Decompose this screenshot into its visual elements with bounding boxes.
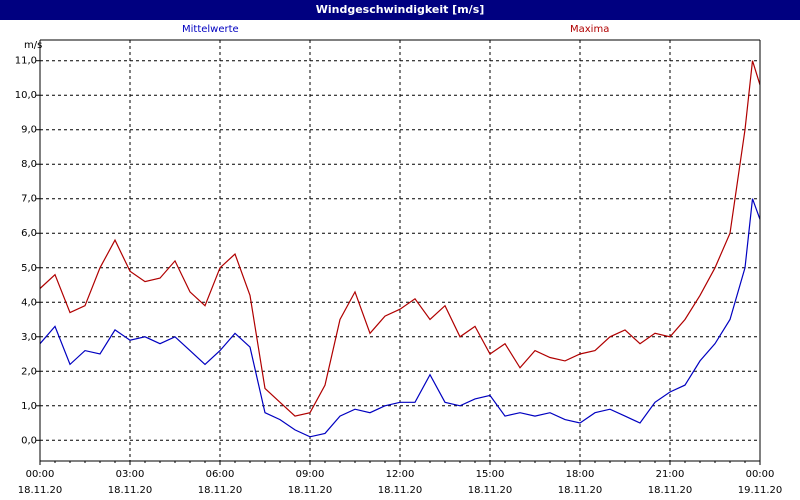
- x-tick-time: 03:00: [116, 469, 145, 480]
- y-tick-label: 2,0: [21, 366, 37, 377]
- y-tick-label: 11,0: [15, 56, 37, 67]
- x-tick-date: 18.11.20: [468, 485, 513, 496]
- y-tick-label: 8,0: [21, 159, 37, 170]
- series-line-maxima: [39, 60, 761, 417]
- x-tick-time: 00:00: [746, 469, 775, 480]
- x-tick-time: 00:00: [26, 469, 55, 480]
- y-tick-label: 4,0: [21, 297, 37, 308]
- x-tick-time: 21:00: [656, 469, 685, 480]
- y-tick-label: 0,0: [21, 435, 37, 446]
- x-tick-date: 18.11.20: [288, 485, 333, 496]
- x-tick-time: 09:00: [296, 469, 325, 480]
- y-tick-label: 10,0: [15, 90, 37, 101]
- x-tick-time: 15:00: [476, 469, 505, 480]
- y-tick-label: 3,0: [21, 332, 37, 343]
- x-tick-date: 19.11.20: [738, 485, 783, 496]
- legend-maxima: Maxima: [570, 24, 610, 35]
- y-tick-label: 7,0: [21, 194, 37, 205]
- x-tick-date: 18.11.20: [648, 485, 693, 496]
- legend-mittelwerte: Mittelwerte: [182, 24, 239, 35]
- x-tick-time: 06:00: [206, 469, 235, 480]
- x-tick-date: 18.11.20: [558, 485, 603, 496]
- y-tick-label: 1,0: [21, 401, 37, 412]
- y-axis-unit: m/s: [24, 40, 42, 51]
- chart-title: Windgeschwindigkeit [m/s]: [0, 0, 800, 20]
- x-tick-date: 18.11.20: [108, 485, 153, 496]
- x-tick-date: 18.11.20: [198, 485, 243, 496]
- x-tick-time: 18:00: [566, 469, 595, 480]
- x-tick-time: 12:00: [386, 469, 415, 480]
- y-tick-label: 9,0: [21, 125, 37, 136]
- x-tick-date: 18.11.20: [378, 485, 423, 496]
- series-line-mittelwerte: [39, 198, 761, 438]
- y-tick-label: 6,0: [21, 228, 37, 239]
- x-tick-date: 18.11.20: [18, 485, 63, 496]
- y-tick-label: 5,0: [21, 263, 37, 274]
